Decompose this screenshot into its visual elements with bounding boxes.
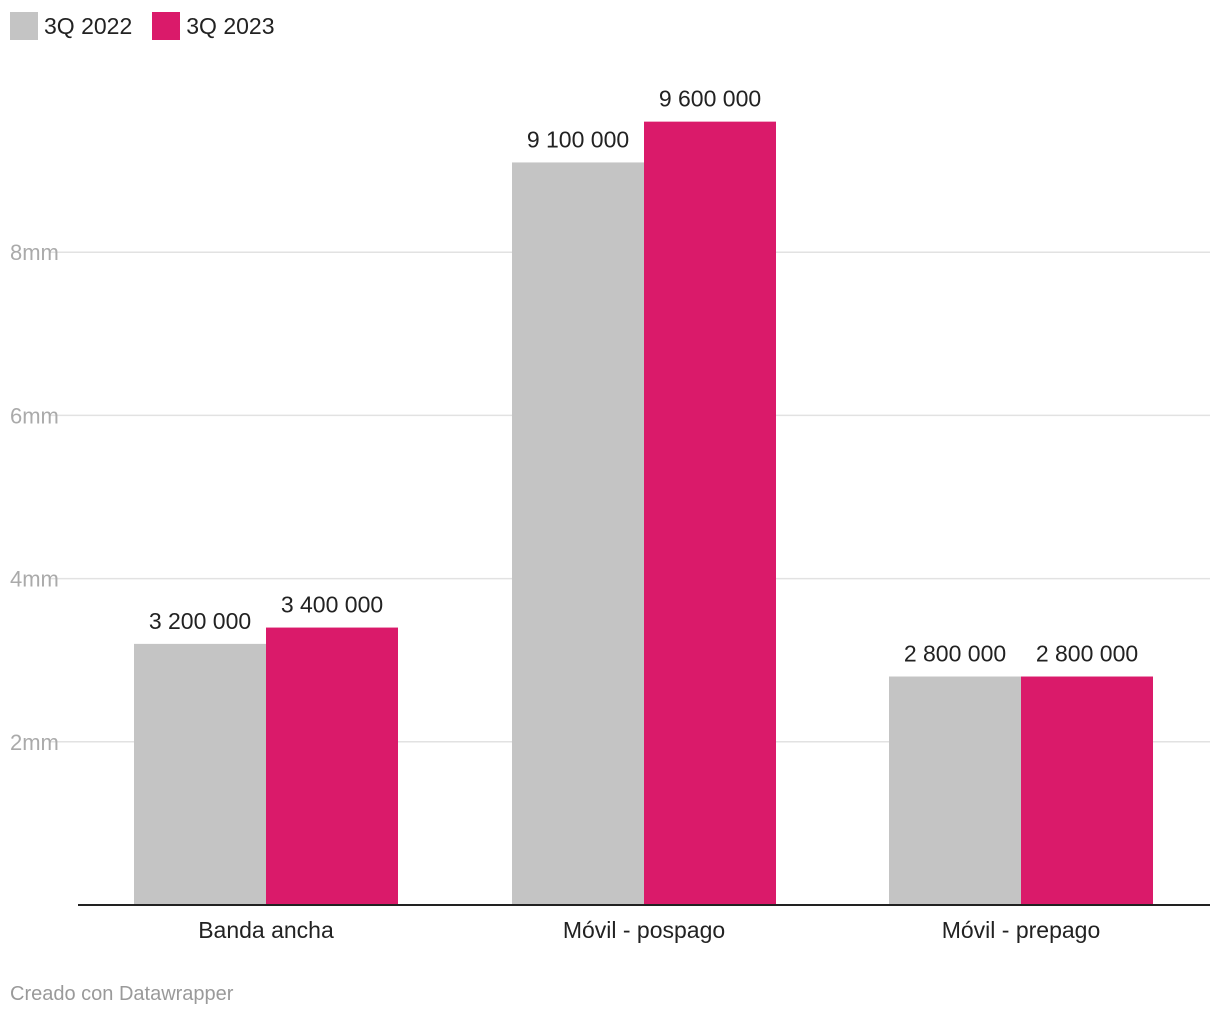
bar-banda-ancha-3q-2022 (134, 643, 266, 905)
legend-item-3q-2022: 3Q 2022 (10, 12, 132, 40)
bar-m-vil-prepago-3q-2023 (1021, 676, 1153, 905)
value-label-m-vil-pospago-3q-2022: 9 100 000 (527, 126, 629, 152)
value-label-m-vil-pospago-3q-2023: 9 600 000 (659, 86, 761, 112)
value-label-m-vil-prepago-3q-2023: 2 800 000 (1036, 641, 1138, 667)
bar-m-vil-prepago-3q-2022 (889, 676, 1021, 905)
value-label-banda-ancha-3q-2022: 3 200 000 (149, 608, 251, 634)
legend-swatch-3q-2023 (152, 12, 181, 40)
legend: 3Q 2022 3Q 2023 (10, 12, 295, 40)
bar-banda-ancha-3q-2023 (266, 627, 398, 905)
legend-label-3q-2023: 3Q 2023 (186, 13, 275, 39)
x-tick-label-m-vil-prepago: Móvil - prepago (942, 917, 1101, 943)
bar-m-vil-pospago-3q-2023 (644, 121, 776, 905)
y-tick-label-6mm: 6mm (10, 403, 59, 428)
bar-m-vil-pospago-3q-2022 (512, 162, 644, 905)
footer-credit: Creado con Datawrapper (10, 983, 234, 1005)
x-tick-label-banda-ancha: Banda ancha (198, 917, 334, 943)
legend-label-3q-2022: 3Q 2022 (44, 13, 133, 39)
legend-item-3q-2023: 3Q 2023 (152, 12, 275, 40)
bar-chart: 2mm 4mm 6mm 8mm 3 200 000 3 400 000 Banda anch… (10, 86, 1210, 943)
y-tick-label-8mm: 8mm (10, 240, 59, 265)
value-label-m-vil-prepago-3q-2022: 2 800 000 (904, 641, 1006, 667)
y-tick-label-2mm: 2mm (10, 730, 59, 755)
legend-swatch-3q-2022 (10, 12, 38, 40)
value-label-banda-ancha-3q-2023: 3 400 000 (281, 592, 383, 618)
y-tick-label-4mm: 4mm (10, 567, 59, 592)
x-tick-label-m-vil-pospago: Móvil - pospago (563, 917, 725, 943)
